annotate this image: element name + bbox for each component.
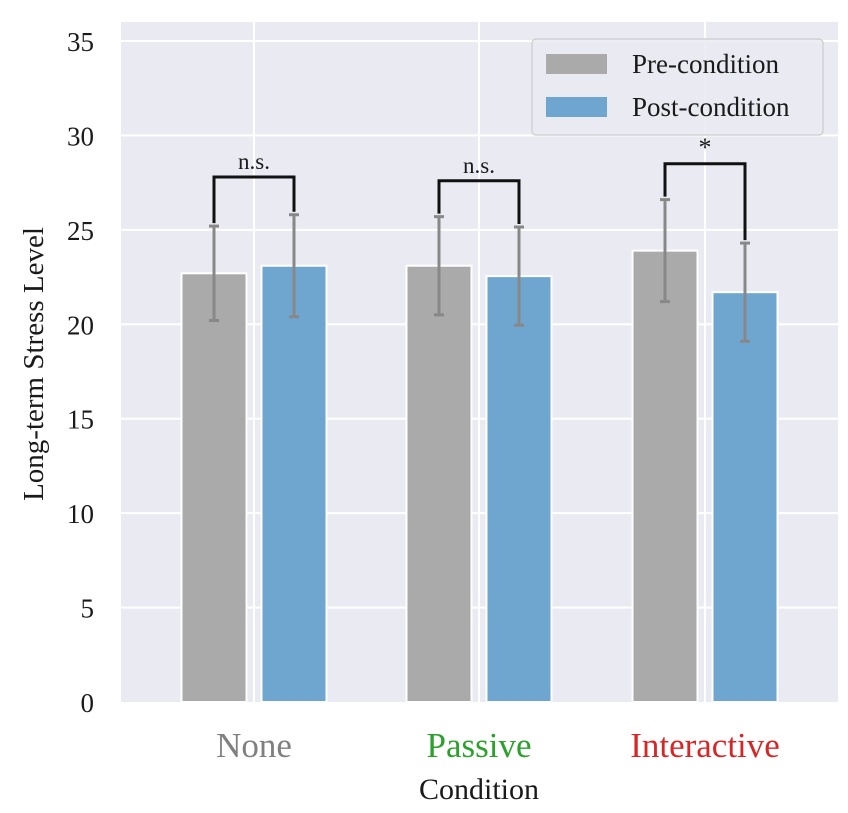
error-bar-pre-condition-none [209, 224, 219, 323]
legend-label-post-condition: Post-condition [632, 92, 790, 122]
bar-pre-condition-passive [405, 264, 473, 703]
error-bar-pre-condition-passive [434, 215, 444, 317]
x-tick-label-passive: Passive [427, 726, 532, 765]
y-tick-label: 30 [67, 121, 94, 151]
x-axis-label: Condition [419, 773, 539, 806]
error-bar-pre-condition-interactive [660, 198, 670, 304]
bar-pre-condition-interactive [631, 249, 699, 703]
y-tick-label: 15 [67, 405, 94, 435]
x-tick-label-interactive: Interactive [630, 726, 780, 765]
x-tick-labels: None Passive Interactive [216, 726, 780, 765]
bar-post-condition-none [260, 264, 328, 703]
bar-post-condition-interactive [711, 291, 779, 703]
significance-bracket-none: n.s. [212, 149, 296, 224]
significance-label: n.s. [463, 153, 495, 178]
bar-post-condition-passive [485, 275, 553, 703]
error-bars [209, 198, 750, 343]
bracket-line [212, 175, 296, 224]
significance-brackets: n.s. n.s. * [212, 133, 747, 241]
significance-bracket-interactive: * [663, 133, 747, 241]
x-tick-label-none: None [216, 726, 292, 765]
y-tick-label: 0 [81, 688, 95, 718]
y-tick-labels: 0 5 10 15 20 25 30 35 [67, 27, 94, 718]
legend-label-pre-condition: Pre-condition [632, 49, 779, 79]
y-tick-label: 25 [67, 216, 94, 246]
y-tick-label: 35 [67, 27, 94, 57]
y-tick-label: 20 [67, 310, 94, 340]
y-tick-label: 10 [67, 499, 94, 529]
significance-label: n.s. [238, 149, 270, 174]
legend-swatch-post-condition [546, 97, 607, 117]
legend: Pre-condition Post-condition [531, 38, 824, 136]
significance-bracket-passive: n.s. [437, 153, 521, 225]
bracket-line [663, 162, 747, 241]
error-bar-post-condition-passive [514, 225, 524, 327]
bar-pre-condition-none [180, 272, 248, 703]
y-tick-label: 5 [81, 594, 95, 624]
error-bar-post-condition-interactive [740, 241, 750, 343]
error-bar-post-condition-none [289, 213, 299, 319]
y-axis-label: Long-term Stress Level [18, 227, 50, 501]
bars [180, 249, 779, 703]
significance-label: * [699, 133, 712, 162]
bracket-line [437, 179, 521, 225]
legend-swatch-pre-condition [546, 54, 607, 74]
